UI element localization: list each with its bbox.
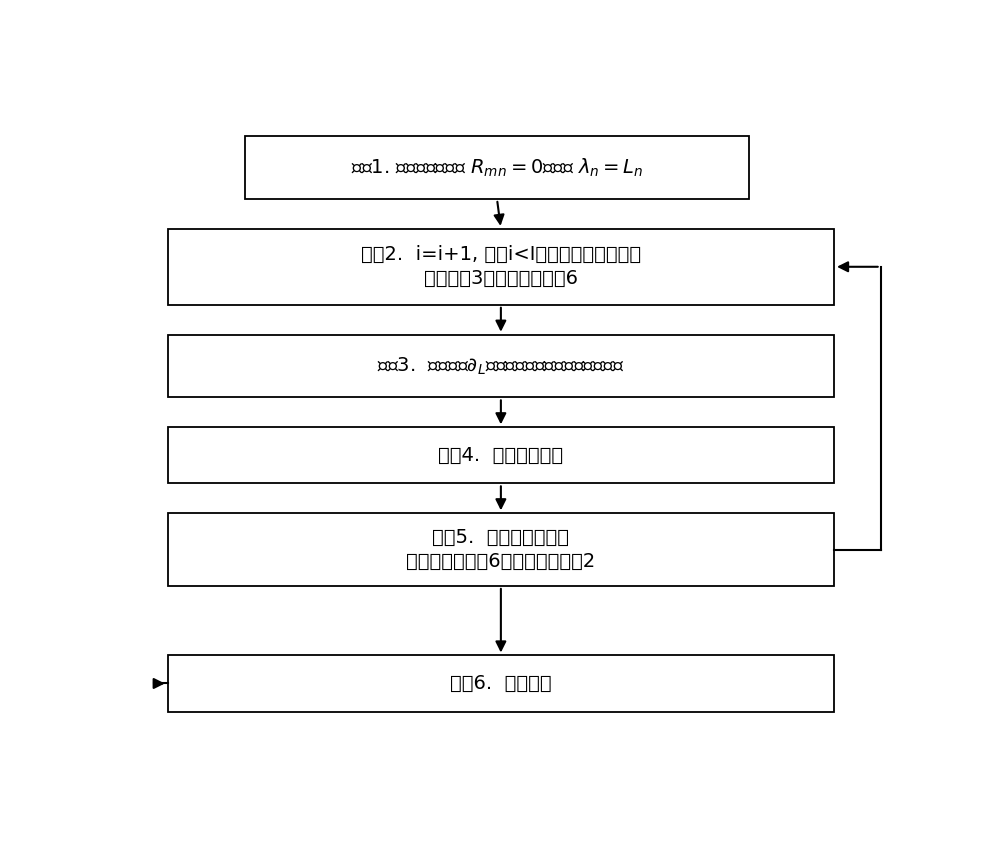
Bar: [168, 655, 834, 711]
Bar: [168, 335, 834, 398]
Bar: [245, 137, 749, 199]
Bar: [168, 228, 834, 305]
Text: 步骤2.  i=i+1, 如果i<I（最大迭代次数），: 步骤2. i=i+1, 如果i<I（最大迭代次数），: [361, 246, 641, 265]
Text: 转到步骤3，否则转到步骤6: 转到步骤3，否则转到步骤6: [424, 269, 578, 288]
Text: 步骤4.  更新译码信息: 步骤4. 更新译码信息: [438, 446, 563, 465]
Text: 步骤1. 初始化：令所有 $R_{mn}=0$；所有 $\lambda_n = L_n$: 步骤1. 初始化：令所有 $R_{mn}=0$；所有 $\lambda_n = …: [351, 156, 643, 179]
Text: 步骤5.  迭代终止判断。: 步骤5. 迭代终止判断。: [432, 528, 569, 547]
Bar: [168, 513, 834, 586]
Text: 步骤3.  计算每层$\partial_L$值；对译码顺序排序；更新信息: 步骤3. 计算每层$\partial_L$值；对译码顺序排序；更新信息: [377, 356, 625, 376]
Text: 满足则转到步骤6，否则转到步骤2: 满足则转到步骤6，否则转到步骤2: [406, 552, 596, 571]
Text: 步骤6.  迭代终止: 步骤6. 迭代终止: [450, 674, 552, 693]
Bar: [168, 427, 834, 484]
